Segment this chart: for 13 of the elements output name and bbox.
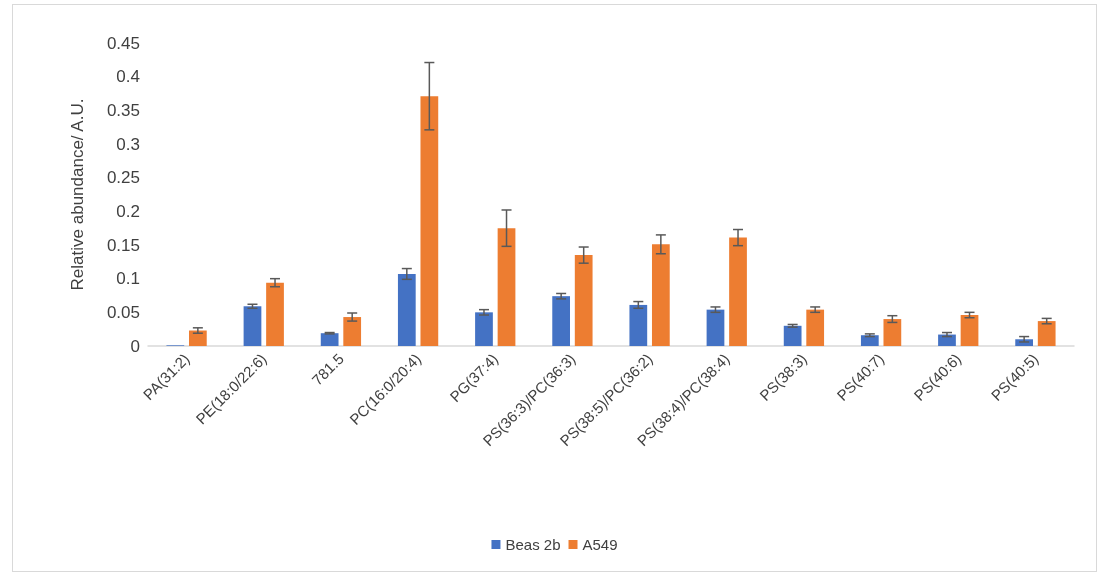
y-tick-label: 0.35 [106, 100, 140, 120]
y-tick-label: 0.25 [106, 168, 140, 188]
legend-label: Beas 2b [505, 536, 561, 553]
y-tick-label: 0 [130, 336, 140, 356]
y-tick-label: 0.2 [116, 201, 140, 221]
y-tick-label: 0.15 [106, 235, 140, 255]
y-tick-label: 0.05 [106, 302, 140, 322]
y-tick-label: 0.4 [116, 67, 140, 87]
y-tick-label: 0.3 [116, 134, 140, 154]
y-axis-title: Relative abundance/ A.U. [68, 98, 87, 291]
y-tick-label: 0.1 [116, 269, 140, 289]
y-tick-label: 0.45 [106, 33, 140, 53]
legend-label: A549 [582, 536, 618, 553]
